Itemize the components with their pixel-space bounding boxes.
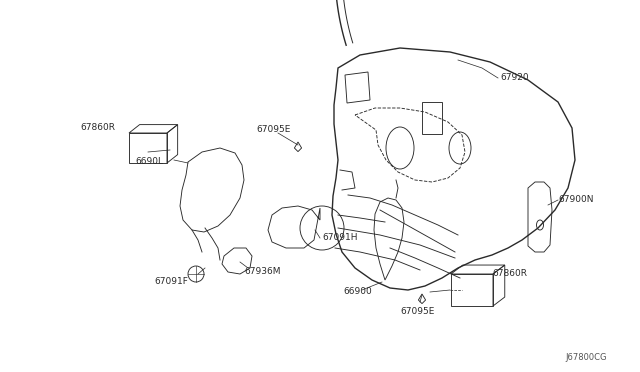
Text: 67095E: 67095E [400,308,435,317]
Text: 67095E: 67095E [256,125,291,135]
Text: 67936M: 67936M [244,267,280,276]
Text: J67800CG: J67800CG [565,353,607,362]
Text: 6690L: 6690L [135,157,163,167]
Text: 67900N: 67900N [558,196,593,205]
Text: 67091F: 67091F [154,278,188,286]
Text: 67860R: 67860R [492,269,527,279]
Text: 67920: 67920 [500,74,529,83]
Text: 67860R: 67860R [80,124,115,132]
Text: 67091H: 67091H [322,234,358,243]
Text: 66900: 66900 [343,288,372,296]
